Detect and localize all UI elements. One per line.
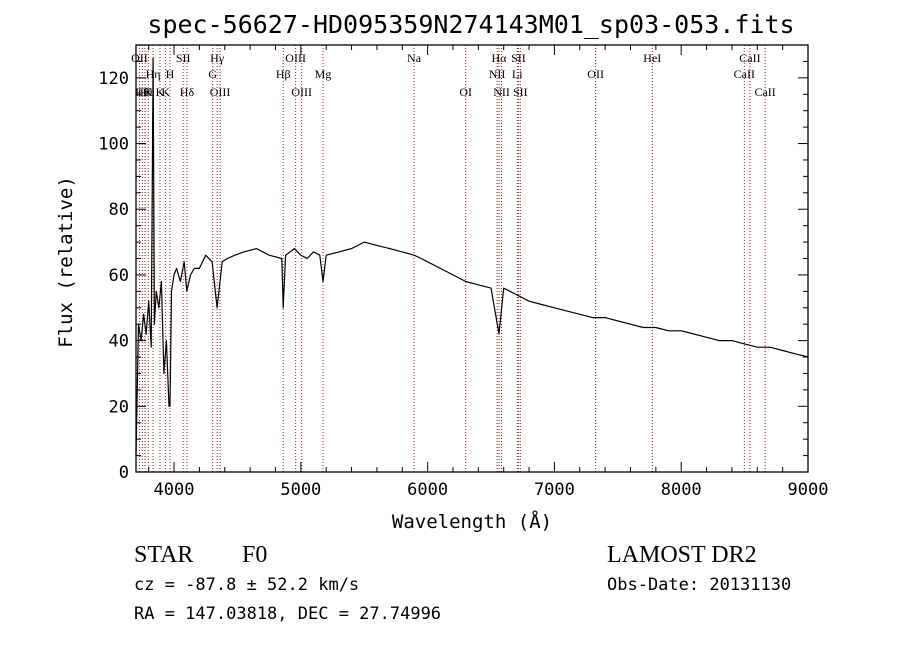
y-tick-label: 80 <box>109 200 129 220</box>
line-label: K <box>161 85 170 99</box>
line-label: K <box>144 85 153 99</box>
x-tick-label: 9000 <box>788 480 829 500</box>
line-label: OII <box>587 67 604 81</box>
line-label: Na <box>407 51 422 65</box>
line-label: Hθ <box>135 85 150 99</box>
line-label: Li <box>512 67 523 81</box>
line-label: CaII <box>754 85 775 99</box>
line-label: H <box>166 67 175 81</box>
line-label: Hθ <box>138 85 153 99</box>
axes: 4000 5000 6000 7000 8000 9000 0 20 40 60 80 100 120 <box>98 44 829 500</box>
line-label: NII <box>489 67 506 81</box>
y-tick-label: 60 <box>109 266 129 286</box>
line-label: OII <box>131 51 148 65</box>
line-label: Hα <box>492 51 508 65</box>
y-tick-label: 100 <box>98 135 129 155</box>
coords-label: RA = 147.03818, DEC = 27.74996 <box>134 604 441 624</box>
line-label: OIII <box>210 85 231 99</box>
line-label: Hβ <box>276 67 291 81</box>
x-tick-label: 4000 <box>154 480 195 500</box>
y-tick-label: 0 <box>119 463 129 483</box>
line-label: NII <box>493 85 510 99</box>
x-axis-label: Wavelength (Å) <box>392 510 552 533</box>
line-label: OIII <box>291 85 312 99</box>
y-axis-label: Flux (relative) <box>55 176 77 348</box>
redshift-label: cz = -87.8 ± 52.2 km/s <box>134 575 359 595</box>
line-label: HeI <box>643 51 661 65</box>
line-label: Hγ <box>210 51 225 65</box>
line-label: CaII <box>734 67 755 81</box>
obs-date-label: Obs-Date: 20131130 <box>607 575 791 595</box>
subclass-label: F0 <box>242 542 267 568</box>
y-tick-label: 120 <box>98 69 129 89</box>
x-tick-label: 6000 <box>407 480 448 500</box>
y-tick-label: 20 <box>109 397 129 417</box>
y-tick-label: 40 <box>109 332 129 352</box>
line-label: OIII <box>285 51 306 65</box>
line-label: SII <box>511 51 526 65</box>
class-label: STAR <box>134 542 193 568</box>
survey-label: LAMOST DR2 <box>607 542 757 568</box>
line-label: SII <box>176 51 191 65</box>
line-label: K <box>156 85 165 99</box>
line-label: OI <box>459 85 472 99</box>
chart-title: spec-56627-HD095359N274143M01_sp03-053.f… <box>147 10 794 39</box>
line-label: Hδ <box>180 85 195 99</box>
spectrum-series <box>135 57 809 456</box>
spectrum-line <box>135 57 809 456</box>
plot-frame <box>135 44 809 473</box>
line-label: G <box>208 67 217 81</box>
x-tick-label: 5000 <box>280 480 321 500</box>
line-label: Mg <box>315 67 332 81</box>
line-label: CaII <box>739 51 760 65</box>
line-label: SII <box>513 85 528 99</box>
x-tick-label: 7000 <box>534 480 575 500</box>
x-tick-label: 8000 <box>661 480 702 500</box>
